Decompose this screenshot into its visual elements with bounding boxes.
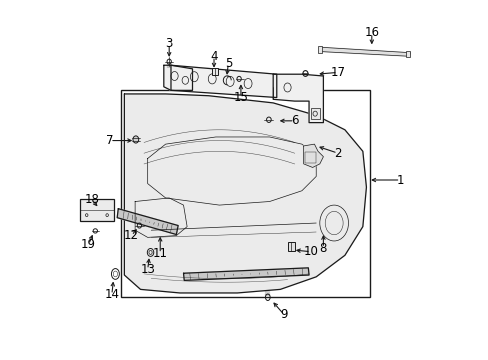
Text: 7: 7 xyxy=(106,134,114,147)
Polygon shape xyxy=(124,94,366,293)
Text: 14: 14 xyxy=(104,288,119,301)
Text: 10: 10 xyxy=(303,245,318,258)
Text: 1: 1 xyxy=(396,174,404,186)
Text: 2: 2 xyxy=(333,147,341,159)
Bar xyxy=(211,68,218,75)
Text: 17: 17 xyxy=(329,66,345,79)
Text: 18: 18 xyxy=(84,193,100,206)
Text: 15: 15 xyxy=(233,91,248,104)
Bar xyxy=(80,199,113,221)
Text: 13: 13 xyxy=(140,263,155,276)
Text: 16: 16 xyxy=(364,27,379,40)
Text: 12: 12 xyxy=(124,229,139,242)
Polygon shape xyxy=(183,268,308,280)
Ellipse shape xyxy=(133,136,139,143)
Polygon shape xyxy=(303,144,323,167)
Polygon shape xyxy=(319,47,409,56)
Text: 5: 5 xyxy=(224,57,232,70)
Text: 4: 4 xyxy=(210,50,217,63)
Bar xyxy=(405,50,409,57)
Text: 9: 9 xyxy=(280,308,287,321)
Polygon shape xyxy=(163,65,192,90)
Bar xyxy=(310,108,319,119)
Bar xyxy=(287,242,295,251)
Text: 6: 6 xyxy=(290,114,298,127)
Polygon shape xyxy=(117,209,178,234)
Bar xyxy=(317,46,322,53)
Text: 8: 8 xyxy=(319,242,326,255)
Bar xyxy=(304,152,315,163)
Polygon shape xyxy=(171,65,276,98)
Polygon shape xyxy=(273,74,323,123)
Text: 19: 19 xyxy=(81,238,96,251)
Text: 3: 3 xyxy=(165,37,173,50)
Bar xyxy=(121,90,369,297)
Text: 11: 11 xyxy=(152,247,167,260)
